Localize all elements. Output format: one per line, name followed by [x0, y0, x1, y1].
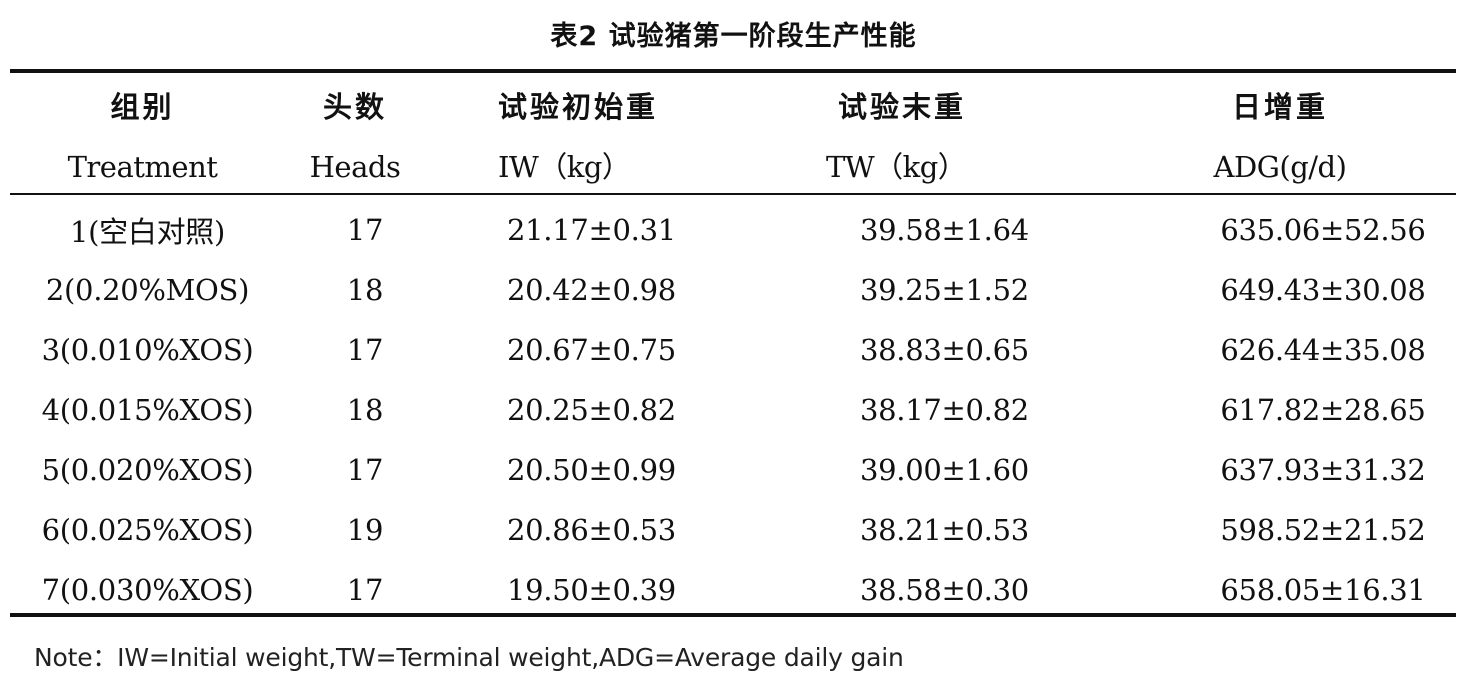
table-top-rule [10, 69, 1456, 73]
cell-adg: 637.93±31.32 [1220, 453, 1426, 487]
header-adg-zh: 日增重 [1231, 90, 1328, 124]
table-caption: 表2 试验猪第一阶段生产性能 [550, 21, 917, 52]
header-tw-en: TW（kg） [826, 150, 967, 184]
header-treatment-en: Treatment [67, 150, 218, 184]
table-row: 1(空白对照) 17 21.17±0.31 39.58±1.64 635.06±… [10, 200, 1456, 260]
cell-treatment: 4(0.015%XOS) [41, 393, 254, 427]
cell-treatment: 1(空白对照) [70, 215, 225, 249]
cell-iw: 20.86±0.53 [507, 513, 676, 547]
cell-heads: 18 [346, 273, 384, 307]
cell-treatment: 3(0.010%XOS) [41, 333, 254, 367]
table-note: Note：IW=Initial weight,TW=Terminal weigh… [34, 643, 904, 672]
cell-adg: 598.52±21.52 [1220, 513, 1426, 547]
cell-heads: 17 [346, 573, 384, 607]
table-row: 4(0.015%XOS) 18 20.25±0.82 38.17±0.82 61… [10, 380, 1456, 440]
cell-heads: 19 [346, 513, 384, 547]
cell-tw: 38.58±0.30 [860, 573, 1029, 607]
cell-adg: 635.06±52.56 [1220, 213, 1426, 247]
cell-iw: 20.25±0.82 [507, 393, 676, 427]
cell-adg: 626.44±35.08 [1220, 333, 1426, 367]
cell-heads: 18 [346, 393, 384, 427]
cell-adg: 617.82±28.65 [1220, 393, 1426, 427]
cell-treatment: 6(0.025%XOS) [41, 513, 254, 547]
header-iw-en: IW（kg） [498, 150, 631, 184]
cell-iw: 20.50±0.99 [507, 453, 676, 487]
cell-tw: 39.25±1.52 [860, 273, 1029, 307]
header-adg-en: ADG(g/d) [1213, 150, 1347, 184]
cell-adg: 658.05±16.31 [1220, 573, 1426, 607]
table-header-rule [10, 193, 1456, 195]
cell-tw: 38.83±0.65 [860, 333, 1029, 367]
cell-iw: 20.67±0.75 [507, 333, 676, 367]
cell-treatment: 7(0.030%XOS) [41, 573, 254, 607]
cell-tw: 39.00±1.60 [860, 453, 1029, 487]
cell-tw: 39.58±1.64 [860, 213, 1029, 247]
header-tw-zh: 试验末重 [838, 90, 967, 124]
cell-tw: 38.17±0.82 [860, 393, 1029, 427]
header-heads-en: Heads [309, 150, 401, 184]
cell-heads: 17 [346, 213, 384, 247]
header-iw-zh: 试验初始重 [498, 90, 659, 124]
cell-treatment: 2(0.20%MOS) [45, 273, 250, 307]
cell-tw: 38.21±0.53 [860, 513, 1029, 547]
cell-treatment: 5(0.020%XOS) [41, 453, 254, 487]
cell-heads: 17 [346, 453, 384, 487]
cell-iw: 21.17±0.31 [507, 213, 676, 247]
cell-iw: 19.50±0.39 [507, 573, 676, 607]
data-table: 1(空白对照) 17 21.17±0.31 39.58±1.64 635.06±… [10, 200, 1456, 620]
table-row: 3(0.010%XOS) 17 20.67±0.75 38.83±0.65 62… [10, 320, 1456, 380]
table-bottom-rule [10, 613, 1456, 617]
cell-iw: 20.42±0.98 [507, 273, 676, 307]
header-heads-zh: 头数 [322, 90, 387, 124]
table-row: 5(0.020%XOS) 17 20.50±0.99 39.00±1.60 63… [10, 440, 1456, 500]
table-row: 6(0.025%XOS) 19 20.86±0.53 38.21±0.53 59… [10, 500, 1456, 560]
cell-heads: 17 [346, 333, 384, 367]
header-treatment-zh: 组别 [110, 90, 175, 124]
table-row: 7(0.030%XOS) 17 19.50±0.39 38.58±0.30 65… [10, 560, 1456, 620]
table-row: 2(0.20%MOS) 18 20.42±0.98 39.25±1.52 649… [10, 260, 1456, 320]
cell-adg: 649.43±30.08 [1220, 273, 1426, 307]
